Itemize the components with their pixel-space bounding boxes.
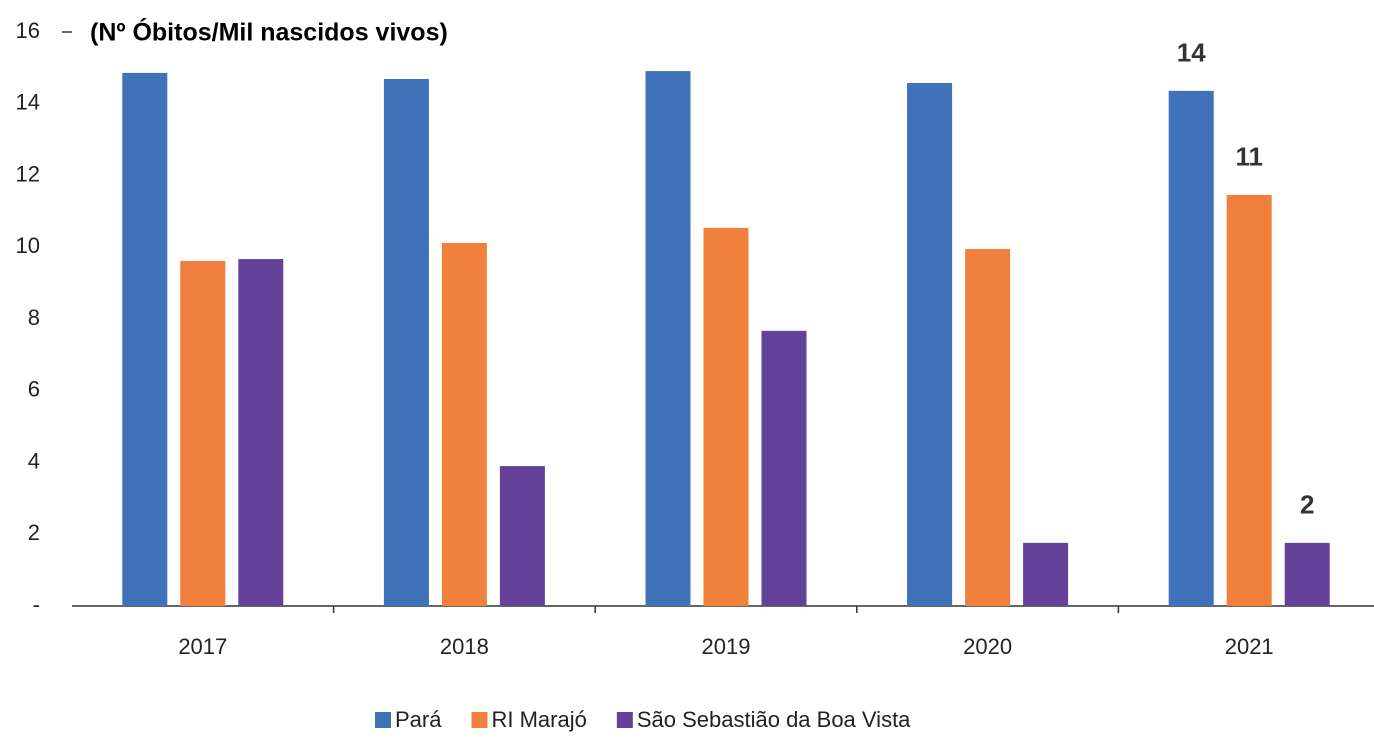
data-label: 14 [1177,38,1206,68]
y-tick-label: 6 [28,377,40,402]
x-tick-label: 2018 [440,634,489,659]
bar [703,227,749,606]
y-tick-label: - [33,592,40,617]
legend-swatch [471,712,488,728]
bar [1168,90,1214,606]
x-tick-label: 2020 [963,634,1012,659]
y-tick-label: 12 [16,161,40,186]
y-tick-label: 8 [28,305,40,330]
chart-title: (Nº Óbitos/Mil nascidos vivos) [90,17,448,47]
bar [180,260,226,606]
legend-label: Pará [395,707,442,732]
bar [965,249,1011,606]
bar [441,242,487,606]
bar [499,466,545,606]
legend-swatch [375,712,391,728]
y-tick-label: 2 [28,520,40,545]
y-tick-label: 4 [28,448,40,473]
bar [1023,542,1069,606]
y-tick-label: 10 [16,233,40,258]
y-tick-label: 14 [16,90,40,115]
bar [1226,194,1272,606]
legend-label: São Sebastião da Boa Vista [637,707,911,732]
x-tick-label: 2021 [1225,634,1274,659]
bar [122,72,168,606]
bar [1284,542,1330,606]
bar [907,82,953,606]
bar [238,259,284,606]
x-tick-label: 2017 [178,634,227,659]
legend-swatch [616,712,633,728]
x-tick-label: 2019 [702,634,751,659]
bar [761,330,807,606]
data-label: 2 [1300,490,1314,520]
y-tick-label: 16 [16,18,40,43]
bar [645,71,691,606]
bar [383,78,429,607]
legend-label: RI Marajó [491,707,586,732]
data-label: 11 [1235,142,1263,172]
